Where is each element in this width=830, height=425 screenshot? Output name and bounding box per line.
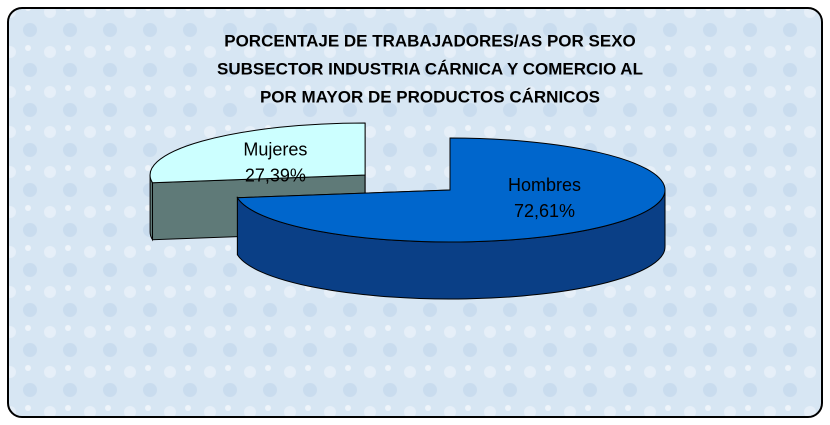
slice-wall (149, 174, 154, 242)
category-label: Hombres (508, 175, 581, 195)
value-label: 27,39% (245, 165, 306, 185)
slice (149, 122, 366, 184)
category-label: Mujeres (243, 139, 307, 159)
chart-title: PORCENTAJE DE TRABAJADORES/AS POR SEXO (224, 31, 636, 50)
chart-title: POR MAYOR DE PRODUCTOS CÁRNICOS (260, 87, 600, 106)
value-label: 72,61% (514, 201, 575, 221)
slice (236, 137, 666, 243)
chart-title: SUBSECTOR INDUSTRIA CÁRNICA Y COMERCIO A… (217, 59, 643, 78)
pie: Mujeres 27,39% Hombres 72,61% (149, 122, 666, 300)
